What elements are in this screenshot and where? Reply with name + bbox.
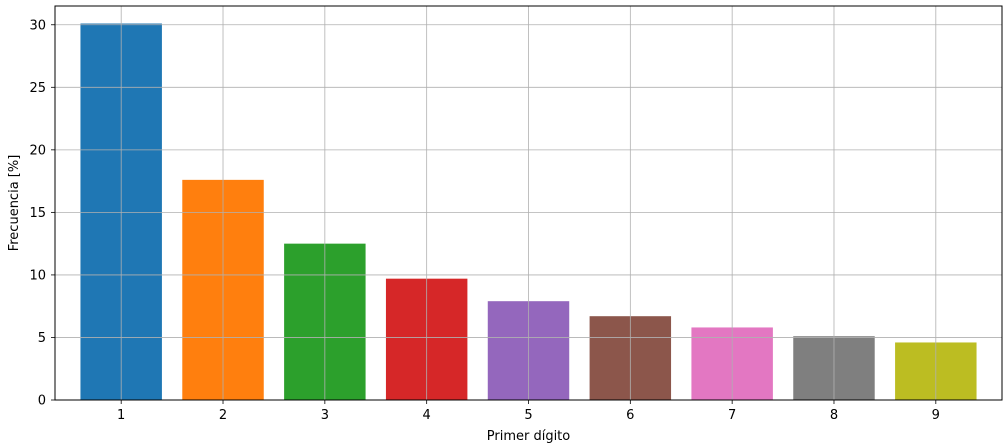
x-tick-label: 6 [626, 408, 634, 423]
x-tick-label: 9 [932, 408, 940, 423]
y-tick-label: 25 [29, 81, 46, 96]
y-tick-label: 30 [29, 18, 46, 33]
x-tick-label: 3 [321, 408, 329, 423]
y-tick-label: 0 [38, 394, 46, 409]
gridline-front-layer [55, 6, 1002, 401]
y-tick-label: 5 [38, 331, 46, 346]
x-tick-label: 8 [830, 408, 838, 423]
x-axis-ticks: 1 2 3 4 5 6 7 8 9 [117, 400, 940, 423]
x-axis-label: Primer dígito [487, 429, 571, 444]
x-tick-label: 5 [524, 408, 532, 423]
y-axis-label: Frecuencia [%] [7, 155, 22, 252]
y-tick-label: 10 [29, 268, 46, 283]
y-tick-label: 20 [29, 143, 46, 158]
x-tick-label: 7 [728, 408, 736, 423]
x-tick-label: 1 [117, 408, 125, 423]
y-axis-ticks: 0 5 10 15 20 25 30 [29, 18, 55, 409]
x-tick-label: 4 [423, 408, 431, 423]
x-tick-label: 2 [219, 408, 227, 423]
y-tick-label: 15 [29, 206, 46, 221]
